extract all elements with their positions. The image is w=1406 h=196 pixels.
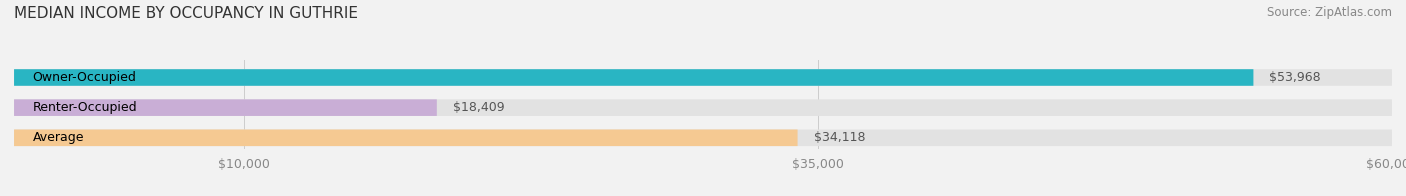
FancyBboxPatch shape <box>14 130 1392 146</box>
FancyBboxPatch shape <box>14 99 437 116</box>
Text: $53,968: $53,968 <box>1270 71 1322 84</box>
Text: $34,118: $34,118 <box>814 131 865 144</box>
Text: Owner-Occupied: Owner-Occupied <box>32 71 136 84</box>
Text: Source: ZipAtlas.com: Source: ZipAtlas.com <box>1267 6 1392 19</box>
FancyBboxPatch shape <box>14 99 1392 116</box>
Text: Average: Average <box>32 131 84 144</box>
Text: Renter-Occupied: Renter-Occupied <box>32 101 136 114</box>
FancyBboxPatch shape <box>14 69 1253 86</box>
FancyBboxPatch shape <box>14 69 1392 86</box>
Text: MEDIAN INCOME BY OCCUPANCY IN GUTHRIE: MEDIAN INCOME BY OCCUPANCY IN GUTHRIE <box>14 6 359 21</box>
Text: $18,409: $18,409 <box>453 101 505 114</box>
FancyBboxPatch shape <box>14 130 797 146</box>
